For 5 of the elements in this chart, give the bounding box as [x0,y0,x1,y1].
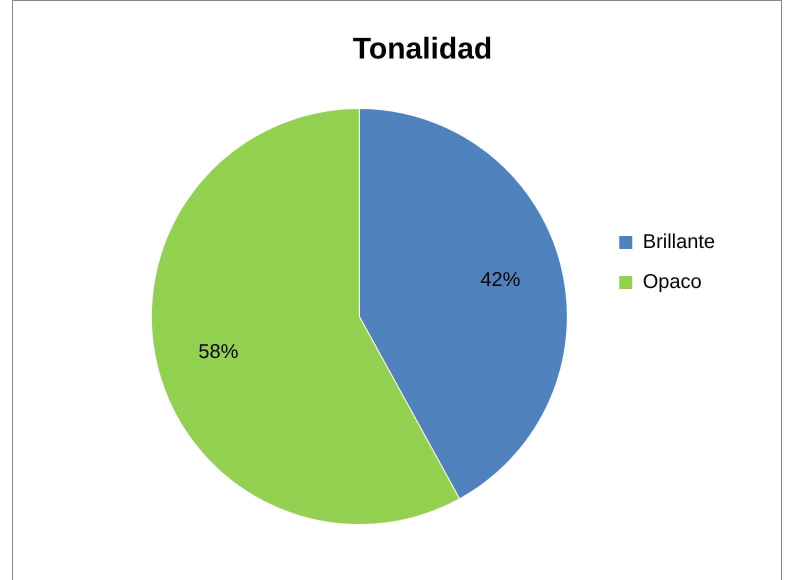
legend-label: Brillante [642,231,716,254]
data-label: 42% [480,268,521,291]
chart-title: Tonalidad [352,32,492,66]
legend-label: Opaco [642,271,702,294]
data-label: 58% [198,341,239,364]
